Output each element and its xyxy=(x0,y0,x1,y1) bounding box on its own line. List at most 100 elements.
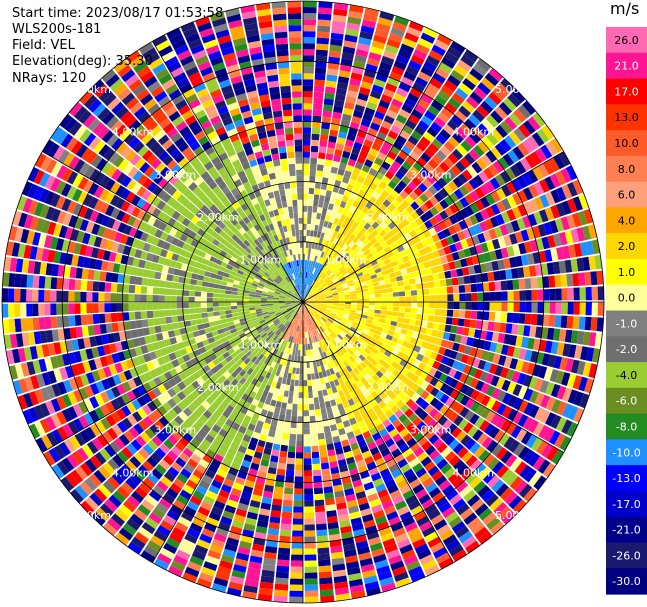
velocity-gate xyxy=(348,241,355,248)
velocity-gate xyxy=(350,172,359,181)
velocity-gate xyxy=(560,274,568,287)
velocity-gate xyxy=(387,297,394,302)
velocity-gate xyxy=(230,341,238,348)
velocity-gate xyxy=(321,316,328,321)
velocity-gate xyxy=(292,324,296,331)
velocity-gate xyxy=(93,236,103,248)
velocity-gate xyxy=(178,544,193,555)
velocity-gate xyxy=(217,254,225,261)
velocity-gate xyxy=(303,199,308,206)
velocity-gate xyxy=(371,142,382,152)
velocity-gate xyxy=(379,11,395,21)
velocity-gate xyxy=(284,384,290,392)
velocity-gate xyxy=(556,342,565,356)
velocity-gate xyxy=(131,399,142,411)
velocity-gate xyxy=(303,362,307,369)
velocity-gate xyxy=(117,222,127,233)
velocity-gate xyxy=(303,278,306,284)
velocity-gate xyxy=(263,313,270,318)
velocity-gate xyxy=(28,200,39,215)
velocity-gate xyxy=(235,450,245,460)
velocity-gate xyxy=(323,98,334,106)
velocity-gate xyxy=(346,210,354,219)
velocity-gate xyxy=(85,372,96,384)
velocity-gate xyxy=(485,493,499,507)
velocity-gate xyxy=(544,249,553,262)
velocity-gate xyxy=(160,272,168,281)
velocity-gate xyxy=(531,132,545,147)
velocity-gate xyxy=(565,358,574,372)
velocity-gate xyxy=(404,32,419,43)
velocity-gate xyxy=(410,211,420,220)
velocity-gate xyxy=(311,288,316,294)
velocity-gate xyxy=(395,577,411,588)
velocity-gate xyxy=(291,311,296,317)
velocity-gate xyxy=(88,473,102,488)
velocity-gate xyxy=(323,275,329,281)
velocity-gate xyxy=(306,292,311,298)
velocity-gate xyxy=(135,486,148,499)
velocity-gate xyxy=(449,192,459,203)
velocity-gate xyxy=(448,136,460,148)
velocity-gate xyxy=(424,245,432,254)
velocity-gate xyxy=(452,177,463,188)
velocity-gate xyxy=(212,302,219,307)
velocity-gate xyxy=(388,243,397,251)
velocity-gate xyxy=(424,461,436,472)
velocity-gate xyxy=(483,302,490,311)
velocity-gate xyxy=(248,561,262,570)
velocity-gate xyxy=(321,207,328,215)
velocity-gate xyxy=(44,357,53,371)
velocity-gate xyxy=(304,265,307,272)
velocity-gate xyxy=(76,447,89,462)
velocity-gate xyxy=(364,7,380,17)
velocity-gate xyxy=(180,263,189,271)
velocity-gate xyxy=(267,366,274,374)
velocity-gate xyxy=(560,168,572,183)
velocity-gate xyxy=(355,48,369,58)
velocity-gate xyxy=(333,244,339,252)
velocity-gate xyxy=(460,434,472,446)
velocity-gate xyxy=(505,422,517,436)
velocity-gate xyxy=(479,420,490,432)
velocity-gate xyxy=(559,357,568,371)
velocity-gate xyxy=(264,327,271,333)
velocity-gate xyxy=(254,342,261,349)
velocity-gate xyxy=(387,365,396,374)
velocity-gate xyxy=(99,324,107,334)
velocity-gate xyxy=(94,259,103,270)
velocity-gate xyxy=(123,499,137,513)
velocity-gate xyxy=(298,386,303,393)
velocity-gate xyxy=(532,112,546,128)
velocity-gate xyxy=(405,195,415,205)
velocity-gate xyxy=(340,525,352,534)
velocity-gate xyxy=(310,311,315,317)
velocity-gate xyxy=(268,405,275,413)
velocity-gate xyxy=(256,344,263,352)
velocity-gate xyxy=(430,541,445,554)
velocity-gate xyxy=(394,15,410,26)
velocity-gate xyxy=(472,429,484,442)
velocity-gate xyxy=(93,488,108,503)
velocity-gate xyxy=(177,283,184,290)
velocity-gate xyxy=(539,380,550,394)
velocity-gate xyxy=(303,67,314,74)
velocity-gate xyxy=(357,302,364,305)
velocity-gate xyxy=(118,434,130,446)
velocity-gate xyxy=(343,312,350,317)
velocity-gate xyxy=(337,291,345,295)
velocity-gate xyxy=(463,489,477,503)
velocity-gate xyxy=(307,254,311,261)
velocity-gate xyxy=(188,259,196,267)
velocity-gate xyxy=(331,26,345,35)
velocity-gate xyxy=(477,82,491,96)
velocity-gate xyxy=(401,103,414,114)
velocity-gate xyxy=(429,397,440,408)
velocity-gate xyxy=(327,248,333,255)
velocity-gate xyxy=(317,432,325,440)
velocity-gate xyxy=(522,120,536,135)
velocity-gate xyxy=(306,284,310,291)
velocity-gate xyxy=(342,420,351,428)
velocity-gate xyxy=(308,303,315,305)
velocity-gate xyxy=(368,245,376,252)
